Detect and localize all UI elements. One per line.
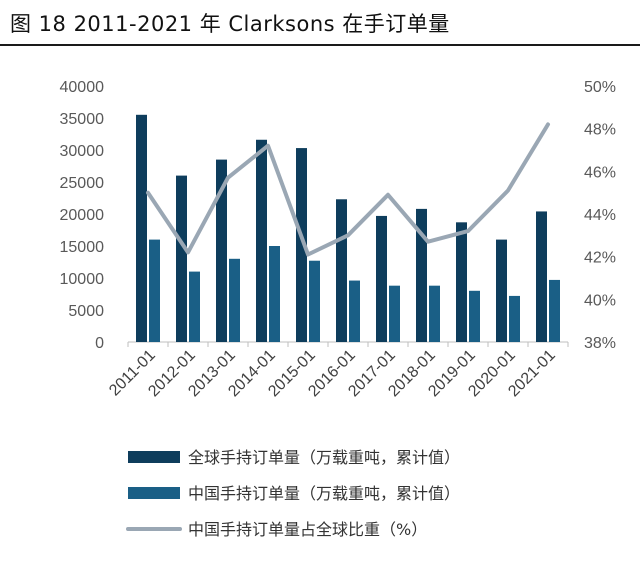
bar-china xyxy=(149,239,160,342)
bar-global xyxy=(336,199,347,342)
bar-china xyxy=(549,279,560,342)
y-right-tick-label: 44% xyxy=(584,207,616,224)
y-left-tick-label: 25000 xyxy=(60,175,105,192)
legend-label-global: 全球手持订单量（万载重吨，累计值） xyxy=(188,448,460,467)
y-left-tick-label: 30000 xyxy=(60,143,105,160)
bar-global xyxy=(496,239,507,342)
bar-china xyxy=(229,258,240,342)
y-left-tick-label: 35000 xyxy=(60,111,105,128)
legend-swatch-china xyxy=(128,487,180,499)
y-right-tick-label: 46% xyxy=(584,164,616,181)
legend-label-share: 中国手持订单量占全球比重（%） xyxy=(188,520,427,539)
bar-global xyxy=(416,208,427,342)
bar-global xyxy=(176,175,187,342)
y-right-tick-label: 48% xyxy=(584,122,616,139)
bar-china xyxy=(349,280,360,342)
y-left-tick-label: 0 xyxy=(95,335,104,352)
y-left-tick-label: 15000 xyxy=(60,239,105,256)
bar-global xyxy=(136,114,147,342)
bar-global xyxy=(376,215,387,342)
bar-china xyxy=(309,260,320,342)
y-right-tick-label: 50% xyxy=(584,79,616,96)
bar-global xyxy=(536,211,547,342)
y-right-tick-label: 40% xyxy=(584,292,616,309)
y-left-tick-label: 10000 xyxy=(60,271,105,288)
bar-china xyxy=(269,246,280,342)
bar-china xyxy=(469,290,480,342)
bar-china xyxy=(389,285,400,342)
legend-swatch-global xyxy=(128,451,180,463)
bar-china xyxy=(509,295,520,342)
y-left-tick-label: 20000 xyxy=(60,207,105,224)
share-line xyxy=(146,122,550,257)
y-right-tick-label: 38% xyxy=(584,335,616,352)
y-left-tick-label: 40000 xyxy=(60,79,105,96)
legend-label-china: 中国手持订单量（万载重吨，累计值） xyxy=(188,484,460,503)
chart-title: 图 18 2011-2021 年 Clarksons 在手订单量 xyxy=(10,12,450,36)
title-underline xyxy=(0,44,640,46)
bar-china xyxy=(429,285,440,342)
y-right-tick-label: 42% xyxy=(584,250,616,267)
bar-global xyxy=(256,139,267,342)
bar-global xyxy=(456,222,467,342)
y-left-tick-label: 5000 xyxy=(68,303,104,320)
bar-global xyxy=(216,159,227,342)
bar-global xyxy=(296,148,307,342)
bar-china xyxy=(189,271,200,342)
